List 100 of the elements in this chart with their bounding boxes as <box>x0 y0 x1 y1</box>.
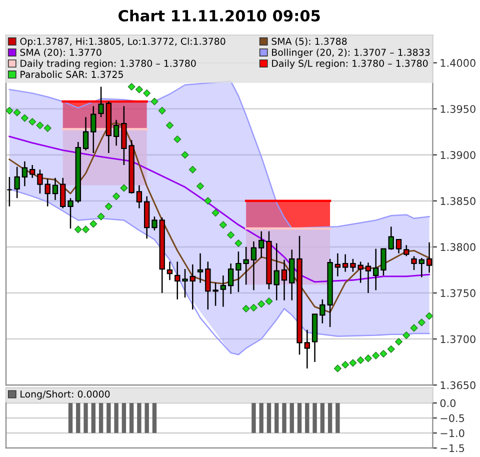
legend-label: SMA (20): 1.3770 <box>20 48 102 57</box>
y-tick-label: −0.5 <box>440 414 464 422</box>
point <box>380 350 388 358</box>
candlestick <box>274 242 280 301</box>
point <box>174 135 182 143</box>
point <box>158 106 166 114</box>
candlestick <box>6 176 12 208</box>
line-series <box>8 136 430 283</box>
candlestick <box>44 178 50 208</box>
candlestick <box>52 177 58 201</box>
candlestick <box>22 160 28 187</box>
point <box>356 356 364 364</box>
candlestick <box>197 252 204 284</box>
y-tick-label: 1.3800 <box>440 243 476 252</box>
candlestick <box>289 249 295 301</box>
point <box>387 345 395 353</box>
point <box>120 184 128 192</box>
point <box>212 209 220 217</box>
y-tick-label: 1.3750 <box>440 289 476 298</box>
point <box>181 151 189 159</box>
point <box>82 226 90 234</box>
point <box>20 114 28 122</box>
candlestick <box>68 198 74 230</box>
point <box>349 359 357 367</box>
candlestick <box>174 261 180 300</box>
candlestick <box>411 256 417 271</box>
point <box>234 239 242 247</box>
point <box>112 192 120 200</box>
point <box>204 197 212 205</box>
candlestick <box>29 164 36 179</box>
point <box>334 364 342 372</box>
point <box>104 202 112 210</box>
candlestick <box>373 248 379 291</box>
chart-title: Chart 11.11.2010 09:05 <box>118 10 320 22</box>
candlestick <box>396 238 402 254</box>
candlestick <box>182 268 188 298</box>
legend-label: Daily S/L region: 1.3780 – 1.3780 <box>272 60 428 69</box>
point <box>342 361 350 369</box>
point <box>265 297 273 305</box>
candlestick <box>281 259 288 301</box>
y-tick-label: 1.3950 <box>440 105 476 113</box>
legend-label: Long/Short: 0.0000 <box>20 390 110 400</box>
point <box>28 118 36 126</box>
point <box>188 166 196 174</box>
point <box>395 338 402 346</box>
point <box>227 231 235 239</box>
point <box>74 226 82 234</box>
point <box>410 324 418 332</box>
point <box>97 212 105 220</box>
candlestick <box>136 184 142 209</box>
point <box>36 122 44 130</box>
y-tick-label: 1.3650 <box>440 381 476 390</box>
point <box>258 300 266 308</box>
line-series <box>8 188 430 356</box>
point <box>166 122 174 130</box>
legend-label: Op:1.3787, Hi:1.3805, Lo:1.3772, Cl:1.3780 <box>20 38 226 47</box>
candlestick <box>342 254 348 272</box>
point <box>426 312 433 320</box>
legend-label: SMA (5): 1.3788 <box>272 38 347 46</box>
point <box>135 86 143 94</box>
y-tick-label: 0.0 <box>440 399 456 408</box>
point <box>418 318 426 326</box>
candlestick <box>258 230 264 259</box>
point <box>128 82 136 90</box>
candlestick <box>404 244 410 257</box>
point <box>242 304 250 312</box>
candlestick <box>82 116 89 151</box>
y-tick-label: 1.3700 <box>440 335 476 344</box>
candlestick <box>60 177 66 209</box>
point <box>372 352 380 360</box>
candlestick <box>14 166 20 199</box>
point <box>402 332 410 340</box>
candlestick <box>220 274 226 308</box>
point <box>250 304 258 312</box>
y-tick-label: 1.3850 <box>440 197 476 206</box>
y-tick-label: 1.3900 <box>440 151 476 159</box>
point <box>44 124 52 132</box>
legend-label: Bollinger (20, 2): 1.3707 – 1.3833 <box>272 48 430 58</box>
candlestick <box>304 329 310 370</box>
point <box>196 182 204 190</box>
candlestick <box>388 226 394 250</box>
y-tick-label: −1.0 <box>440 429 464 438</box>
point <box>13 108 21 116</box>
candlestick <box>190 264 196 310</box>
candlestick <box>334 252 341 278</box>
candlestick <box>152 216 158 231</box>
legend-label: Parabolic SAR: 1.3725 <box>20 70 123 78</box>
legend-label: Daily trading region: 1.3780 – 1.3780 <box>20 60 196 69</box>
candlestick <box>166 261 173 281</box>
point <box>150 98 158 106</box>
point <box>219 221 227 229</box>
candlestick <box>98 86 104 118</box>
y-tick-label: 1.4000 <box>440 59 476 67</box>
candlestick <box>365 262 372 294</box>
candlestick <box>37 168 43 194</box>
candlestick <box>418 257 424 278</box>
candlestick <box>250 240 257 291</box>
point <box>6 106 14 114</box>
candlestick <box>228 262 234 295</box>
candlestick <box>90 105 96 154</box>
